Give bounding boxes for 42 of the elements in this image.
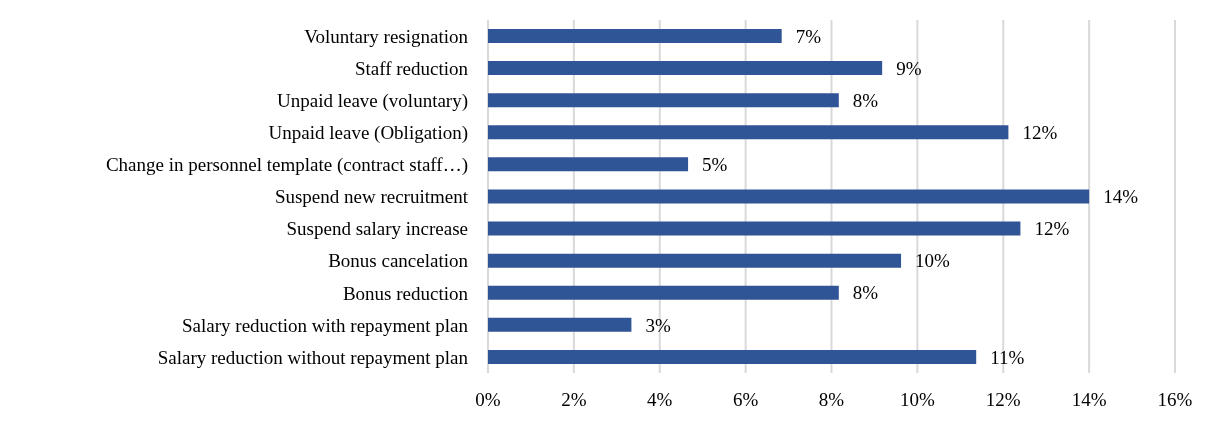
data-label: 8% xyxy=(852,282,879,304)
x-tick-label: 16% xyxy=(1157,389,1193,411)
bar xyxy=(488,125,1009,140)
bar xyxy=(488,221,1021,236)
y-tick-label: Unpaid leave (Obligation) xyxy=(268,122,468,145)
bar xyxy=(488,349,977,364)
x-tick-label: 10% xyxy=(899,389,935,411)
x-tick-label: 0% xyxy=(475,389,501,411)
bar xyxy=(488,285,839,300)
data-label: 14% xyxy=(1103,186,1139,208)
x-tick-label: 4% xyxy=(647,389,673,411)
y-tick-label: Salary reduction without repayment plan xyxy=(157,346,469,368)
x-tick-label: 12% xyxy=(985,389,1021,411)
bar xyxy=(488,317,632,332)
data-label: 12% xyxy=(1034,218,1070,240)
y-tick-label: Change in personnel template (contract staff…) xyxy=(105,154,468,177)
bar xyxy=(488,61,883,76)
y-tick-label: Bonus reduction xyxy=(342,282,469,304)
y-tick-label: Voluntary resignation xyxy=(304,25,469,47)
data-label: 7% xyxy=(795,25,822,47)
data-label: 12% xyxy=(1022,122,1058,144)
data-label: 5% xyxy=(702,154,728,176)
y-tick-label: Unpaid leave (voluntary) xyxy=(277,89,468,112)
x-tick-label: 6% xyxy=(732,389,759,411)
data-label: 11% xyxy=(990,346,1025,368)
y-tick-label: Suspend salary increase xyxy=(286,218,468,240)
bar xyxy=(488,253,902,268)
x-tick-label: 14% xyxy=(1071,389,1107,411)
x-tick-label: 8% xyxy=(818,389,845,411)
bar xyxy=(488,93,839,108)
x-tick-label: 2% xyxy=(561,389,587,411)
data-label: 3% xyxy=(645,314,671,336)
y-tick-label: Bonus cancelation xyxy=(328,250,469,272)
bar xyxy=(488,189,1090,204)
y-tick-label: Salary reduction with repayment plan xyxy=(182,314,469,336)
y-tick-label: Staff reduction xyxy=(354,57,469,79)
y-tick-label: Suspend new recruitment xyxy=(274,186,469,208)
data-label: 9% xyxy=(896,57,922,79)
data-label: 8% xyxy=(852,89,879,111)
data-label: 10% xyxy=(915,250,951,272)
bar xyxy=(488,29,782,43)
bar xyxy=(488,157,689,172)
